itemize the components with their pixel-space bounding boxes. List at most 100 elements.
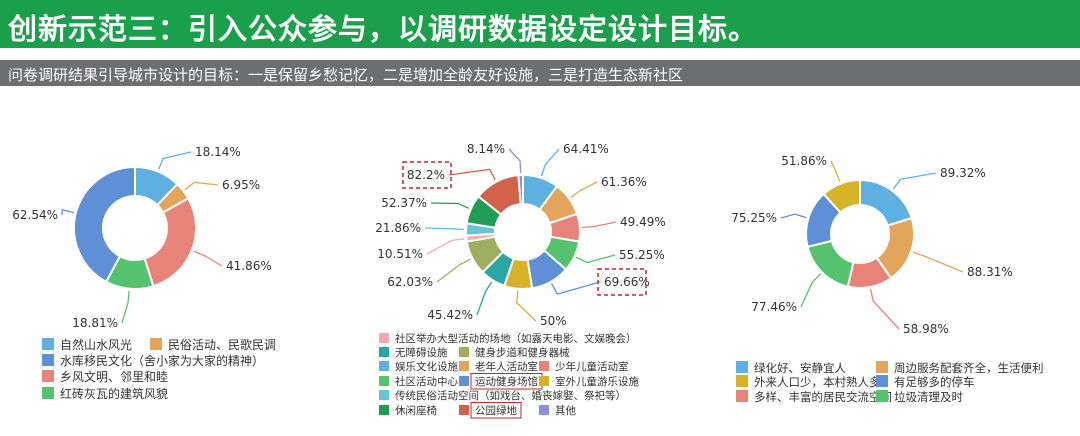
chart2-legend-swatch-10 [379, 390, 389, 400]
chart3-legend-swatch-5 [736, 390, 748, 402]
chart2-legend-label-2: 无障碍设施 [395, 346, 448, 359]
chart2-legend-label-7: 社区活动中心 [395, 375, 458, 388]
chart1-slice-5 [73, 165, 136, 284]
chart2-legend-swatch-6 [539, 361, 549, 371]
chart2-legend-label-13: 其他 [555, 404, 576, 417]
chart3-data-label-1: 89.32% [940, 166, 986, 180]
chart2-legend-swatch-11 [379, 405, 389, 415]
chart3-legend-label-2: 周边服务配套齐全，生活便利 [894, 361, 1044, 375]
chart3-legend-swatch-3 [736, 375, 748, 387]
chart2-data-label-13: 8.14% [467, 142, 505, 156]
chart2-leader-12 [448, 168, 496, 181]
chart2-legend-label-11: 休闲座椅 [395, 404, 437, 417]
chart1-data-label-2: 6.95% [222, 178, 260, 192]
chart2-leader-6 [516, 290, 537, 322]
chart2-data-label-1: 64.41% [563, 142, 609, 156]
chart3-legend-label-6: 垃圾清理及时 [894, 390, 963, 404]
chart3-data-label-3: 58.98% [903, 322, 949, 336]
chart1-legend-swatch-4 [42, 370, 54, 382]
chart2-leader-1 [540, 148, 560, 177]
chart2-legend-label-12: 公园绿地 [475, 404, 517, 417]
page-subtitle: 问卷调研结果引导城市设计的目标：一是保留乡愁记忆，二是增加全龄友好设施，三是打造… [8, 66, 684, 84]
chart3-leader-6 [830, 160, 841, 183]
chart3-legend-swatch-4 [876, 375, 888, 387]
chart2-legend-swatch-4 [379, 361, 389, 371]
chart2-highlight-box-12 [402, 161, 452, 189]
chart2-leader-3 [581, 221, 617, 229]
chart1-data-label-5: 62.54% [12, 208, 58, 222]
chart1-legend-swatch-3 [42, 354, 54, 366]
chart1-leader-4 [121, 290, 130, 324]
chart2-slice-13 [517, 173, 524, 206]
chart3-leader-4 [800, 273, 822, 308]
chart3-leader-1 [892, 172, 937, 190]
chart1-slice-3 [143, 196, 197, 288]
chart1-legend-swatch-2 [150, 338, 162, 350]
chart3-data-label-6: 51.86% [781, 154, 827, 168]
chart1-legend-swatch-1 [42, 338, 54, 350]
chart2-legend-label-4: 娱乐文化设施 [395, 360, 458, 373]
chart1-legend-label-4: 乡风文明、邻里和睦 [60, 369, 168, 384]
chart2-data-label-3: 49.49% [620, 215, 666, 229]
chart2-legend-label-3: 健身步道和健身器械 [475, 346, 570, 359]
chart2-legend-label-6: 少年儿童活动室 [555, 360, 629, 373]
chart3-legend-swatch-6 [876, 390, 888, 402]
chart1-leader-2 [184, 181, 219, 191]
chart2-leader-4 [576, 254, 616, 264]
chart2-leader-2 [570, 181, 598, 198]
chart1-leader-1 [158, 151, 192, 170]
chart2-data-label-9: 10.51% [377, 247, 423, 261]
chart2-data-label-7: 45.42% [427, 308, 473, 322]
chart1-legend-label-1: 自然山水风光 [60, 337, 132, 352]
chart2-legend-label-10: 传统民俗活动空间（如戏台、婚丧嫁娶、祭祀等） [395, 389, 626, 402]
chart3-leader-3 [870, 288, 900, 330]
chart3-legend-label-4: 有足够多的停车 [894, 375, 975, 389]
chart2-leader-9 [426, 238, 465, 255]
chart2-leader-7 [476, 281, 493, 316]
chart1-data-label-3: 41.86% [226, 259, 272, 273]
chart3-data-label-5: 75.25% [731, 211, 777, 225]
chart2-legend-swatch-3 [459, 347, 469, 357]
chart2-legend-swatch-7 [379, 376, 389, 386]
chart1-leader-5 [61, 208, 75, 216]
chart2-legend-label-1: 社区举办大型活动的场地（如露天电影、文娱晚会） [395, 332, 637, 345]
chart2-data-label-2: 61.36% [601, 175, 647, 189]
chart1-leader-3 [193, 250, 223, 267]
chart2-data-label-11: 52.37% [381, 196, 427, 210]
chart2-legend-swatch-12 [459, 405, 469, 415]
chart1-legend-label-2: 民俗活动、民歌民调 [168, 337, 276, 352]
chart2-legend-swatch-9 [539, 376, 549, 386]
chart3-leader-5 [780, 213, 807, 219]
title-bar: 创新示范三：引入公众参与，以调研数据设定设计目标。 [0, 0, 1080, 48]
chart2-leader-10 [424, 227, 465, 230]
chart2-data-label-8: 62.03% [387, 275, 433, 289]
chart2-legend-swatch-2 [379, 347, 389, 357]
chart2-leader-11 [430, 202, 470, 209]
chart3-legend-swatch-1 [736, 361, 748, 373]
chart2-legend-label-9: 室外儿童游乐设施 [555, 375, 639, 388]
chart2-data-label-5: 69.66% [604, 275, 650, 289]
chart3-legend-label-3: 外来人口少，本村熟人多 [754, 375, 881, 389]
chart2-legend-swatch-13 [539, 405, 549, 415]
chart2-leader-8 [436, 258, 471, 283]
chart1-data-label-4: 18.81% [72, 316, 118, 330]
chart1-legend-swatch-5 [42, 387, 54, 399]
chart3-legend-label-1: 绿化好、安静宜人 [754, 361, 846, 375]
chart2-data-label-4: 55.25% [619, 248, 665, 262]
page-title: 创新示范三：引入公众参与，以调研数据设定设计目标。 [8, 12, 759, 46]
chart3-leader-2 [912, 251, 964, 273]
chart3-data-label-4: 77.46% [751, 300, 797, 314]
chart2-legend-label-8: 运动健身场馆 [475, 375, 538, 388]
chart2-legend-swatch-1 [379, 333, 389, 343]
chart2-data-label-12: 82.2% [407, 168, 445, 182]
chart3-legend-label-5: 多样、丰富的居民交流空间 [754, 390, 892, 404]
chart2-legend-label-5: 老年人活动室 [475, 360, 538, 373]
chart2-legend-swatch-8 [459, 376, 469, 386]
chart3-slice-6 [822, 178, 861, 214]
chart3-legend-swatch-2 [876, 361, 888, 373]
subtitle-bar: 问卷调研结果引导城市设计的目标：一是保留乡愁记忆，二是增加全龄友好设施，三是打造… [0, 60, 1080, 86]
chart2-legend-highlight-12 [470, 402, 522, 419]
chart2-data-label-6: 50% [540, 314, 567, 328]
chart3-data-label-2: 88.31% [967, 265, 1013, 279]
